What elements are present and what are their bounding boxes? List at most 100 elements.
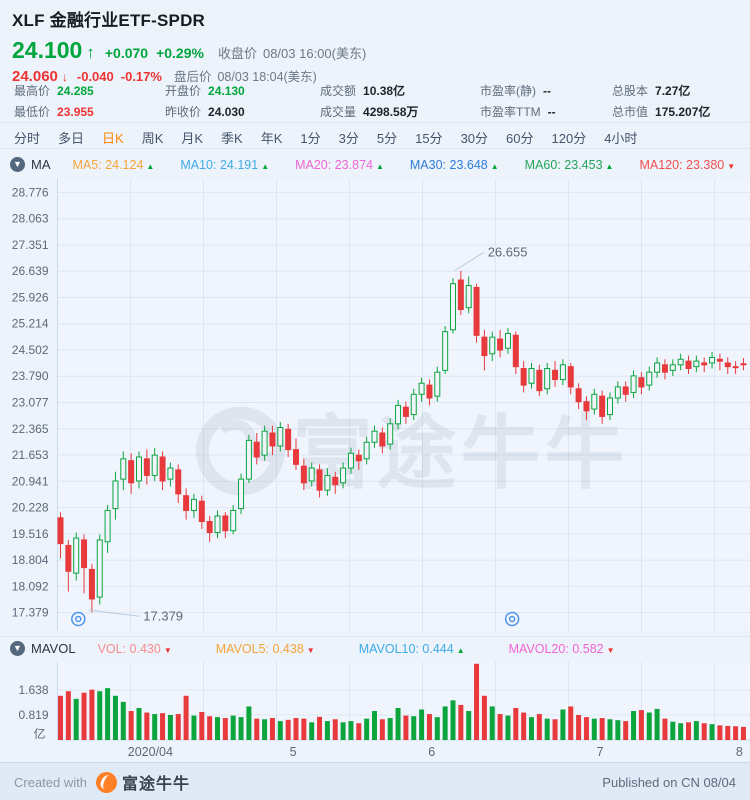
y-axis-tick: 19.516 — [12, 527, 49, 541]
tab-15min[interactable]: 15分 — [415, 131, 443, 146]
up-triangle-icon: ▲ — [490, 161, 499, 171]
quote-value-prev-close: 24.030 — [208, 104, 245, 119]
quote-label: 成交量 — [320, 105, 357, 119]
quote-label: 开盘价 — [165, 84, 202, 98]
after-hours-time: 08/03 18:04(美东) — [217, 70, 317, 84]
y-axis-tick: 25.214 — [12, 317, 49, 331]
up-triangle-icon: ▲ — [146, 161, 155, 171]
tab-4hour[interactable]: 4小时 — [604, 131, 638, 146]
tab-weekly-k[interactable]: 周K — [141, 131, 164, 146]
collapse-icon[interactable]: ▼ — [10, 157, 25, 172]
x-axis-tick: 8 — [736, 745, 743, 759]
y-axis-tick: 18.092 — [12, 579, 49, 593]
published-note: Published on CN 08/04 — [602, 774, 736, 790]
divider — [0, 122, 750, 123]
ma10-value: MA10: 24.191 ▲ — [180, 157, 270, 172]
y-axis-tick: 24.502 — [12, 343, 49, 357]
price-up-arrow-icon: ↑ — [86, 43, 95, 62]
tab-multiday[interactable]: 多日 — [58, 131, 85, 146]
y-axis-tick: 18.804 — [12, 553, 49, 567]
svg-text:富途牛牛: 富途牛牛 — [293, 409, 629, 498]
x-axis-tick: 7 — [597, 745, 604, 759]
quote-value-low: 23.955 — [57, 104, 94, 119]
y-axis-tick: 28.063 — [12, 212, 49, 226]
volume-pane: 1.638 0.819 亿 2020/04 5 6 7 8 — [18, 662, 750, 759]
quote-label: 昨收价 — [165, 105, 202, 119]
quote-label: 最高价 — [14, 84, 51, 98]
after-hours-price: 24.060 — [12, 68, 58, 85]
tab-1min[interactable]: 1分 — [300, 131, 321, 146]
mavol20-value: MAVOL20: 0.582 ▼ — [508, 641, 615, 656]
y-axis-tick: 23.077 — [12, 396, 49, 410]
volume-bars — [58, 663, 746, 740]
stock-title: XLF 金融行业ETF-SPDR — [12, 11, 206, 30]
up-triangle-icon: ▲ — [456, 645, 465, 655]
quote-value-turnover: 10.38亿 — [363, 84, 406, 98]
y-axis-tick: 17.379 — [12, 606, 49, 620]
tab-3min[interactable]: 3分 — [338, 131, 359, 146]
indicator-name[interactable]: MA — [31, 157, 51, 172]
tab-60min[interactable]: 60分 — [506, 131, 534, 146]
collapse-icon[interactable]: ▼ — [10, 641, 25, 656]
event-marker-icon[interactable] — [504, 611, 520, 627]
main-pane: 28.776 28.063 27.351 26.639 25.926 25.214 24.5… — [12, 179, 750, 631]
y-axis-tick: 28.776 — [12, 185, 49, 199]
y-axis-tick: 27.351 — [12, 238, 49, 252]
after-hours-label: 盘后价 — [173, 70, 212, 84]
y-axis-tick: 26.639 — [12, 264, 49, 278]
after-hours-change: -0.040 — [76, 69, 114, 84]
candlestick-series — [57, 270, 747, 613]
quote-col-1: 最高价 24.285 最低价 23.955 — [14, 80, 94, 122]
tab-timeline[interactable]: 分时 — [14, 131, 41, 146]
tab-120min[interactable]: 120分 — [551, 131, 587, 146]
up-triangle-icon: ▲ — [605, 161, 614, 171]
y-axis-tick: 20.941 — [12, 474, 49, 488]
x-axis-tick: 6 — [428, 745, 435, 759]
event-marker-icon[interactable] — [71, 611, 86, 627]
y-axis-tick: 25.926 — [12, 290, 49, 304]
mavol5-value: MAVOL5: 0.438 ▼ — [215, 641, 315, 656]
brand-name: 富途牛牛 — [121, 776, 190, 793]
quote-col-2: 开盘价 24.130 昨收价 24.030 — [165, 80, 245, 122]
tab-monthly-k[interactable]: 月K — [181, 131, 204, 146]
ma60-value: MA60: 23.453 ▲ — [524, 157, 614, 172]
quote-label: 总市值 — [612, 105, 649, 119]
volume-chart-canvas[interactable]: 1.638 0.819 亿 2020/04 5 6 7 8 — [0, 660, 750, 760]
quote-label: 成交额 — [320, 84, 357, 98]
x-axis-tick: 5 — [290, 745, 297, 759]
quote-value-pe-static: -- — [543, 83, 551, 98]
divider — [0, 636, 750, 637]
y-axis-tick: 22.365 — [12, 422, 49, 436]
price-annotation: 17.379 — [143, 608, 183, 623]
tab-30min[interactable]: 30分 — [460, 131, 489, 146]
quote-col-5: 总股本 7.27亿 总市值 175.207亿 — [612, 80, 710, 122]
volume-tick: 0.819 — [18, 708, 48, 722]
tab-quarterly-k[interactable]: 季K — [221, 131, 243, 146]
quote-label: 最低价 — [14, 105, 51, 119]
mavol-indicator-row: ▼ MAVOL VOL: 0.430 ▼ MAVOL5: 0.438 ▼ MAVOL… — [10, 641, 742, 656]
y-axis-tick: 20.228 — [12, 501, 49, 515]
x-axis-tick: 2020/04 — [128, 745, 173, 759]
ma30-value: MA30: 23.648 ▲ — [409, 157, 499, 172]
vol-value: VOL: 0.430 ▼ — [97, 641, 172, 656]
tab-5min[interactable]: 5分 — [376, 131, 398, 146]
price-annotation: 26.655 — [488, 244, 528, 259]
up-triangle-icon: ▲ — [375, 161, 384, 171]
after-hours-row: 24.060 ↓ -0.040 -0.17% 盘后价 08/03 18:04(美… — [12, 66, 366, 85]
candlestick-chart-canvas[interactable]: 28.776 28.063 27.351 26.639 25.926 25.214 24.5… — [0, 179, 750, 631]
tab-yearly-k[interactable]: 年K — [260, 131, 283, 146]
after-hours-change-pct: -0.17% — [120, 69, 162, 84]
up-triangle-icon: ▲ — [261, 161, 270, 171]
footer-bar: Created with 富途牛牛 Published on CN 08/04 — [0, 762, 750, 800]
futu-logo-icon — [95, 771, 117, 793]
tab-daily-k[interactable]: 日K — [102, 131, 124, 146]
indicator-name[interactable]: MAVOL — [31, 641, 76, 656]
down-triangle-icon: ▼ — [727, 161, 736, 171]
ma120-value: MA120: 23.380 ▼ — [639, 157, 736, 172]
quote-label: 市盈率TTM — [480, 105, 541, 119]
mavol10-value: MAVOL10: 0.444 ▲ — [358, 641, 465, 656]
quote-label: 市盈率(静) — [480, 84, 536, 98]
down-triangle-icon: ▼ — [606, 645, 615, 655]
quote-value-shares: 7.27亿 — [655, 84, 691, 98]
